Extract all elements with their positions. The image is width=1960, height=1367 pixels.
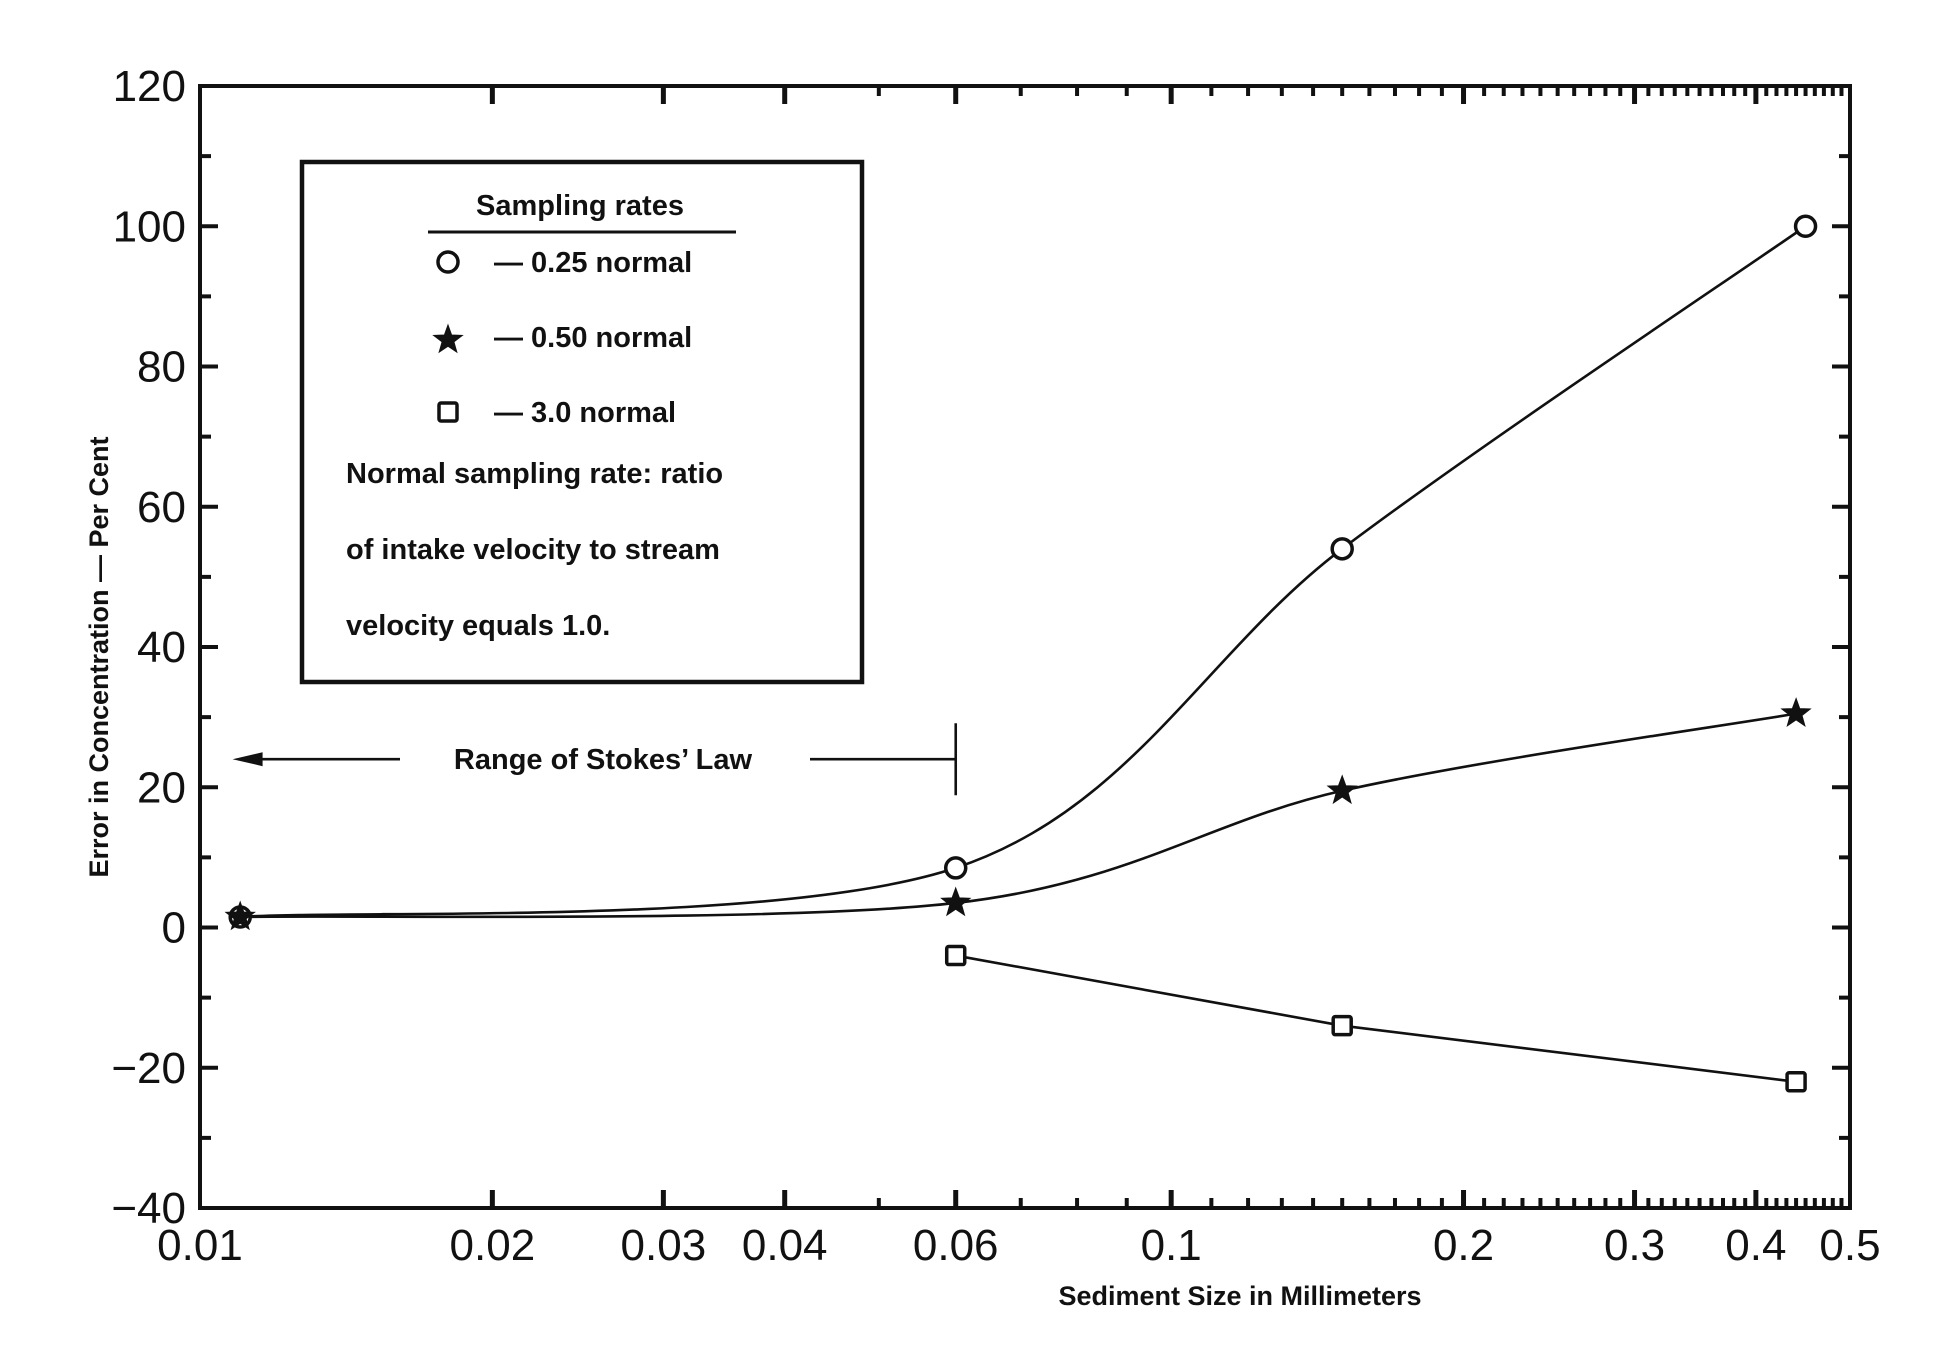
y-tick-label: −40 <box>111 1184 186 1233</box>
data-point-star <box>224 900 256 931</box>
data-point-square <box>944 944 967 967</box>
data-point-star <box>1326 774 1358 805</box>
legend-entry-label: — 0.50 normal <box>494 322 692 354</box>
x-tick-label: 0.3 <box>1604 1221 1665 1270</box>
data-point-star <box>940 886 972 917</box>
legend-heading: Sampling rates <box>476 190 684 222</box>
x-tick-label: 0.4 <box>1725 1221 1786 1270</box>
y-tick-label: 40 <box>137 623 186 672</box>
legend-note-line: Normal sampling rate: ratio <box>346 458 723 490</box>
legend-marker-star <box>432 323 464 354</box>
data-point-circle <box>1330 537 1354 561</box>
legend-marker-square <box>437 401 459 423</box>
y-tick-label: 100 <box>113 202 186 251</box>
series-line-circle <box>240 225 1807 919</box>
y-tick-label: 60 <box>137 483 186 532</box>
annotation-label: Range of Stokes’ Law <box>454 744 753 776</box>
x-axis-title: Sediment Size in Millimeters <box>1058 1281 1421 1311</box>
x-tick-label: 0.2 <box>1433 1221 1494 1270</box>
legend-entry-label: — 0.25 normal <box>494 247 692 279</box>
legend-note-line: of intake velocity to stream <box>346 534 720 566</box>
data-point-circle <box>943 856 968 880</box>
y-tick-label: 120 <box>113 62 186 111</box>
x-tick-label: 0.01 <box>157 1221 243 1270</box>
legend-note-line: velocity equals 1.0. <box>346 610 610 642</box>
data-point-square <box>1785 1071 1807 1093</box>
data-point-square <box>1331 1014 1353 1037</box>
annotation-arrowhead <box>232 752 263 767</box>
legend-entry-label: — 3.0 normal <box>494 397 676 429</box>
x-tick-label: 0.04 <box>742 1221 828 1270</box>
series-line-star <box>240 712 1797 919</box>
legend-marker-circle <box>436 250 460 274</box>
y-tick-label: 20 <box>137 763 186 812</box>
legend-box <box>299 159 865 685</box>
data-point-star <box>1780 697 1812 727</box>
x-tick-label: 0.5 <box>1819 1221 1880 1270</box>
y-axis-title: Error in Concentration — Per Cent <box>84 436 114 877</box>
y-tick-label: −20 <box>111 1044 186 1093</box>
x-tick-label: 0.1 <box>1141 1221 1202 1270</box>
data-point-circle <box>1793 214 1818 238</box>
y-tick-label: 0 <box>162 904 186 953</box>
y-tick-label: 80 <box>137 343 186 392</box>
x-tick-label: 0.06 <box>913 1221 999 1270</box>
x-tick-label: 0.03 <box>621 1221 707 1270</box>
x-tick-label: 0.02 <box>450 1221 536 1270</box>
series-line-square <box>955 954 1797 1084</box>
